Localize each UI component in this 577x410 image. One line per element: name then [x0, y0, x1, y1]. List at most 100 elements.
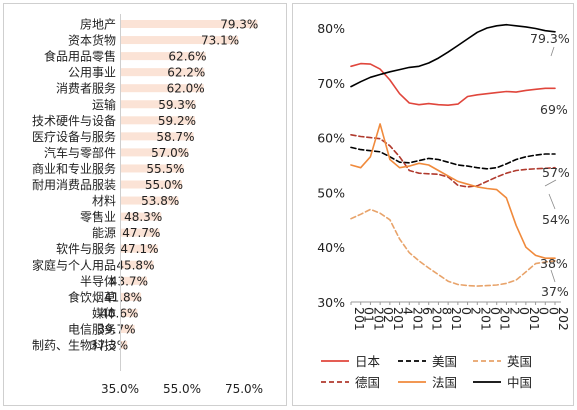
category-label: 制药、生物科技: [32, 339, 116, 353]
category-label: 食品用品零售: [44, 49, 116, 64]
bar-0: [120, 20, 258, 28]
end-label-leader: [544, 179, 557, 187]
x-tick-label: 201: [391, 307, 406, 331]
category-label: 耐用消费品服装: [32, 178, 116, 192]
x-tick-label: 201: [478, 307, 493, 331]
legend-label: 法国: [432, 375, 457, 390]
bar-5: [120, 100, 196, 109]
end-label-leader: [550, 269, 556, 283]
value-label: 62.2%: [167, 66, 205, 80]
category-label: 商业和专业服务: [32, 161, 116, 176]
country-line-chart: 30% 40% 50% 60% 70% 80% 201 01 201 02 201 4 201 6 201 8…: [292, 3, 574, 406]
bar-3: [120, 68, 205, 77]
bar-13: [120, 228, 160, 237]
category-label: 消费者服务: [56, 81, 116, 96]
value-label: 45.8%: [116, 258, 154, 272]
bar-15: [120, 260, 154, 269]
x-tick-label: 201: [449, 307, 464, 331]
value-label: 79.3%: [220, 18, 258, 32]
bar-8: [120, 148, 189, 157]
legend-label: 中国: [507, 375, 532, 390]
bar-1: [120, 36, 239, 45]
y-tick-label: 30%: [317, 295, 345, 310]
value-label: 62.6%: [168, 50, 206, 64]
category-label: 医疗设备与服务: [32, 129, 116, 144]
x-tick-label: 201: [352, 307, 367, 331]
value-label: 39.7%: [97, 322, 135, 336]
category-label: 电信服务: [68, 321, 116, 336]
x-tick-label: 02: [381, 307, 396, 323]
category-label: 半导体: [80, 274, 116, 288]
bar-18: [120, 308, 138, 317]
end-value-label: 37%: [541, 284, 569, 299]
category-label: 软件与服务: [56, 241, 116, 256]
bar-20: [120, 341, 128, 349]
x-tick-label: 8: [439, 307, 454, 315]
x-tick-label: 0: [546, 307, 561, 315]
value-label: 73.1%: [201, 34, 239, 48]
value-label: 58.7%: [156, 130, 194, 144]
x-tick-label: 4: [401, 307, 416, 315]
bar-14: [120, 244, 158, 253]
end-label-leader: [550, 46, 555, 57]
category-label: 能源: [92, 226, 116, 240]
line-chart-svg: 30%40%50%60%70%80%2010120102201420162018…: [317, 21, 571, 390]
x-tick-label: 35.0%: [101, 382, 139, 396]
category-label: 运输: [92, 97, 116, 112]
y-tick-label: 70%: [317, 76, 345, 91]
bar-17: [120, 292, 142, 301]
series-line-4: [350, 123, 556, 259]
category-label: 汽车与零部件: [44, 145, 116, 160]
end-value-label: 79.3%: [530, 31, 570, 46]
x-tick-label: 201: [410, 307, 425, 331]
y-tick-label: 80%: [317, 21, 345, 36]
end-label-leader: [548, 193, 556, 210]
value-label: 47.1%: [120, 242, 158, 256]
bar-10: [120, 180, 182, 189]
x-tick-label: 0: [459, 307, 474, 315]
end-value-label: 38%: [540, 256, 568, 271]
y-tick-label: 50%: [317, 185, 345, 200]
industry-bar-chart: 房地产 79.3% 资本货物 73.1% 食品用品零售 62.6% 公用事业 62.2% 消费者…: [3, 3, 287, 406]
value-label: 37.3%: [90, 339, 128, 353]
x-tick-label: 201: [498, 307, 513, 331]
value-label: 47.7%: [122, 226, 160, 240]
category-label: 公用事业: [68, 66, 116, 80]
series-line-0: [350, 62, 556, 106]
bar-4: [120, 84, 204, 93]
x-tick-label: 2: [469, 307, 484, 315]
category-label: 房地产: [80, 17, 116, 32]
x-tick-label: 201: [371, 307, 386, 331]
value-label: 59.2%: [158, 114, 196, 128]
legend-label: 日本: [355, 354, 381, 369]
x-tick-label: 75.0%: [225, 382, 263, 396]
bar-9: [120, 164, 184, 173]
value-label: 57.0%: [151, 146, 189, 160]
end-value-label: 69%: [540, 102, 568, 117]
category-label: 媒体: [92, 306, 116, 320]
y-tick-label: 40%: [317, 240, 345, 255]
legend-label: 美国: [432, 354, 457, 369]
value-label: 55.0%: [145, 178, 183, 192]
category-label: 技术硬件与设备: [32, 114, 116, 128]
bar-7: [120, 132, 194, 141]
bar-chart-svg: 房地产 79.3% 资本货物 73.1% 食品用品零售 62.6% 公用事业 62.2% 消费者…: [32, 14, 263, 396]
bar-6: [120, 116, 196, 125]
series-line-2: [350, 208, 556, 287]
bar-16: [120, 276, 147, 285]
x-tick-label: 0: [537, 307, 552, 315]
series-line-1: [350, 146, 556, 170]
series-line-5: [350, 23, 556, 88]
x-tick-label: 0: [517, 307, 532, 315]
bar-19: [120, 324, 135, 333]
bar-11: [120, 196, 179, 205]
end-value-label: 57%: [542, 165, 570, 180]
x-tick-label: 0: [488, 307, 503, 315]
x-tick-label: 202: [556, 307, 571, 331]
category-label: 资本货物: [68, 33, 116, 48]
legend-label: 德国: [355, 375, 380, 390]
bar-2: [120, 52, 206, 61]
legend-label: 英国: [507, 354, 532, 369]
x-tick-label: 55.0%: [163, 382, 201, 396]
x-tick-label: 6: [420, 307, 435, 315]
